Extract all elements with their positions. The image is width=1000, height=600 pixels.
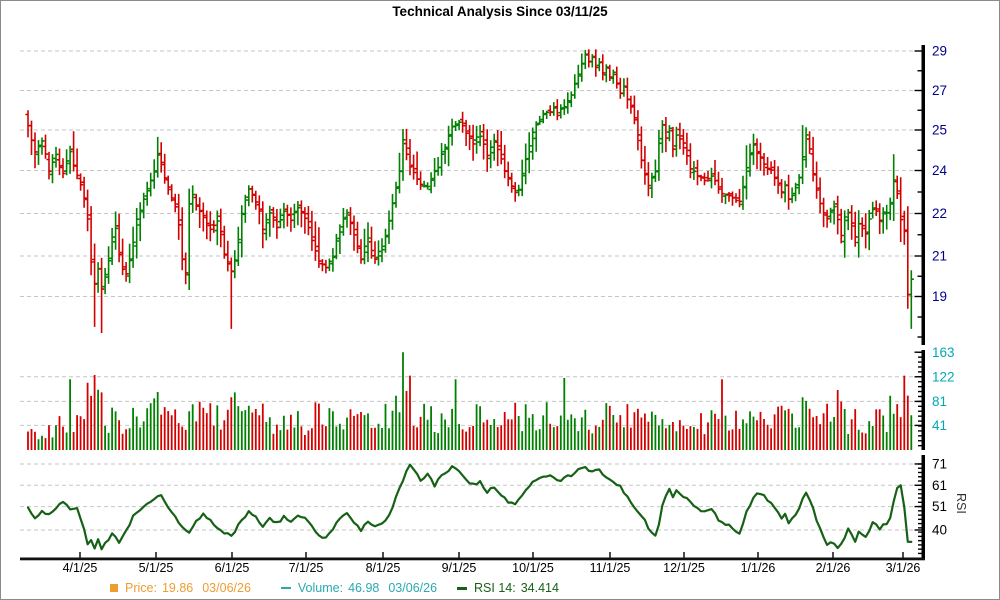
- volume-axis-label: 81: [932, 394, 947, 409]
- x-axis-month-label: 8/1/25: [366, 561, 401, 575]
- rsi-axis-label: 61: [932, 478, 947, 493]
- x-axis-month-label: 10/1/25: [512, 561, 554, 575]
- chart-title: Technical Analysis Since 03/11/25: [392, 4, 608, 19]
- legend-rsi: RSI 14: 34.414: [457, 581, 559, 595]
- price-ohlc-down-bars: [25, 49, 911, 333]
- x-axis-month-label: 6/1/25: [215, 561, 250, 575]
- x-axis-month-label: 1/1/26: [741, 561, 776, 575]
- x-axis-month-label: 7/1/25: [289, 561, 324, 575]
- rsi-swatch-icon: [457, 586, 468, 590]
- rsi-line: [26, 463, 913, 551]
- rsi-axis-label: 40: [932, 523, 947, 538]
- volume-legend-label: Volume:: [297, 581, 344, 595]
- volume-axis-label: 41: [932, 418, 947, 433]
- price-axis-label: 21: [932, 249, 947, 264]
- price-axis-label: 25: [932, 123, 947, 138]
- x-axis-month-label: 11/1/25: [590, 561, 631, 575]
- x-axis-month-label: 5/1/25: [139, 561, 174, 575]
- volume-axis-label: 163: [932, 345, 955, 360]
- x-axis-month-label: 2/1/26: [816, 561, 851, 575]
- rsi-legend-value: 34.414: [520, 581, 559, 595]
- volume-up-bars: [37, 352, 913, 450]
- volume-swatch-icon: [280, 587, 291, 589]
- price-legend-date: 03/06/26: [202, 581, 251, 595]
- x-axis-month-label: 3/1/26: [886, 561, 921, 575]
- rsi-axis-label: 71: [932, 457, 947, 472]
- price-legend-value: 19.86: [161, 581, 194, 595]
- x-axis-month-label: 12/1/25: [663, 561, 705, 575]
- rsi-legend-label: RSI 14:: [474, 581, 516, 595]
- legend-volume: Volume: 46.98 03/06/26: [280, 581, 438, 595]
- volume-legend-value: 46.98: [348, 581, 380, 595]
- price-axis-label: 22: [932, 206, 947, 221]
- price-legend-label: Price:: [125, 581, 157, 595]
- price-axis-label: 24: [932, 163, 948, 178]
- rsi-axis-label: 51: [932, 499, 947, 514]
- chart-legend: Price: 19.86 03/06/26 Volume: 46.98 03/0…: [110, 581, 559, 595]
- legend-price: Price: 19.86 03/06/26: [110, 581, 251, 595]
- price-axis-label: 29: [932, 44, 947, 59]
- volume-axis-label: 122: [932, 369, 955, 384]
- x-axis-month-label: 4/1/25: [63, 561, 98, 575]
- price-axis-label: 27: [932, 83, 947, 98]
- rsi-panel-side-label: RSI: [954, 493, 968, 514]
- volume-down-bars: [27, 375, 909, 450]
- x-axis-month-label: 9/1/25: [442, 561, 477, 575]
- volume-legend-date: 03/06/26: [388, 581, 438, 595]
- price-axis-label: 19: [932, 289, 947, 304]
- price-ohlc-up-bars: [35, 50, 914, 329]
- price-swatch-icon: [110, 584, 118, 592]
